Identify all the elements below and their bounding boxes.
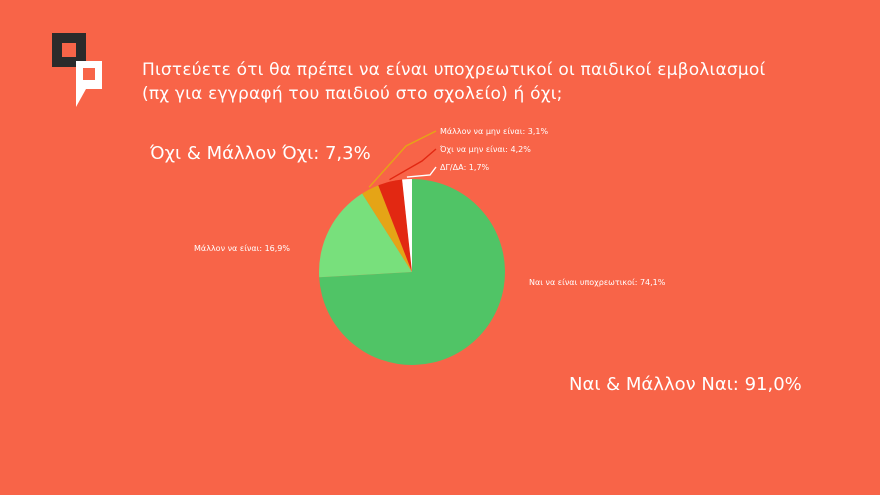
- pie-slice-2: [362, 185, 412, 272]
- summary-no: Όχι & Μάλλον Όχι: 7,3%: [150, 143, 371, 164]
- chart-title-line-2: (πχ για εγγραφή του παιδιού στο σχολείο)…: [142, 84, 563, 104]
- pie-slice-0: [319, 179, 506, 365]
- summary-yes: Ναι & Μάλλον Ναι: 91,0%: [569, 374, 802, 395]
- pie-label-3: Όχι να μην είναι: 4,2%: [439, 144, 531, 154]
- pie-label-4: ΔΓ/ΔΑ: 1,7%: [440, 163, 490, 172]
- pie-leader-line-4: [406, 166, 437, 178]
- pie-label-2: Μάλλον να μην είναι: 3,1%: [440, 127, 548, 136]
- chart-title: Πιστεύετε ότι θα πρέπει να είναι υποχρεω…: [142, 58, 842, 106]
- pie-slice-4: [402, 179, 412, 272]
- chart-title-line-1: Πιστεύετε ότι θα πρέπει να είναι υποχρεω…: [142, 60, 766, 80]
- pie-label-0: Ναι να είναι υποχρεωτικοί: 74,1%: [529, 278, 666, 287]
- pie-leader-line-2: [368, 130, 437, 188]
- brand-logo: [52, 33, 102, 107]
- pie-label-1: Μάλλον να είναι: 16,9%: [194, 244, 290, 253]
- pie-slice-1: [319, 193, 412, 278]
- pie-slice-3: [378, 179, 412, 272]
- pie-leader-line-3: [389, 148, 437, 181]
